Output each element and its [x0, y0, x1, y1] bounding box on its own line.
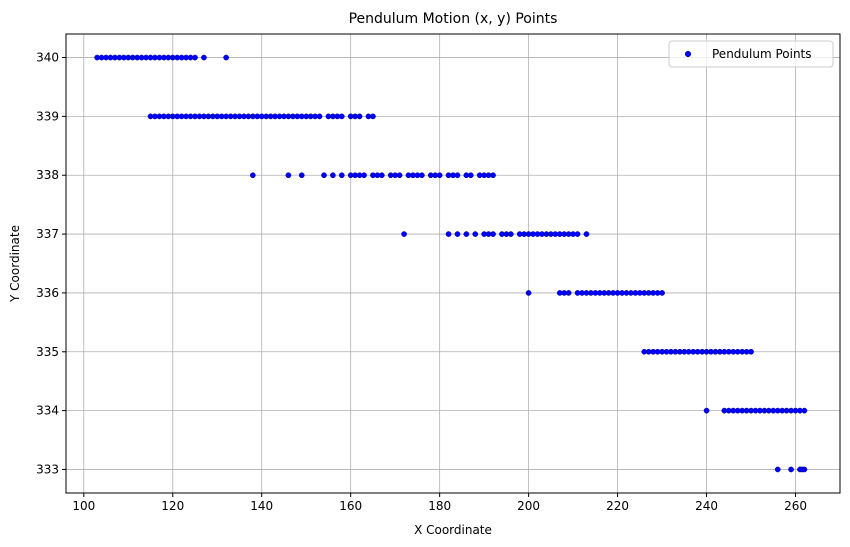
- data-point: [490, 231, 496, 237]
- legend-box: [668, 40, 834, 68]
- data-point: [703, 407, 710, 414]
- data-point: [338, 113, 345, 120]
- data-point: [361, 172, 367, 179]
- data-point: [583, 231, 590, 237]
- y-axis-label: Y Coordinate: [8, 225, 22, 303]
- data-point: [748, 348, 754, 355]
- data-point: [316, 113, 323, 120]
- data-point: [490, 172, 496, 179]
- data-point: [356, 113, 363, 120]
- data-point: [396, 172, 403, 179]
- legend-entry: Pendulum Points: [712, 47, 812, 61]
- plot-area: [66, 34, 840, 493]
- x-tick-label: 220: [606, 499, 629, 513]
- data-point: [436, 172, 443, 179]
- data-point: [507, 231, 514, 237]
- data-point: [419, 172, 425, 179]
- data-point: [330, 172, 336, 179]
- data-point: [223, 54, 229, 61]
- data-point: [401, 231, 407, 237]
- x-axis-label: X Coordinate: [414, 523, 492, 537]
- x-tick-label: 120: [161, 499, 184, 513]
- data-point: [788, 466, 794, 473]
- data-point: [285, 172, 292, 179]
- data-points: [94, 54, 808, 473]
- data-point: [472, 231, 479, 237]
- grid-lines: [66, 34, 840, 493]
- x-tick-label: 140: [250, 499, 273, 513]
- data-point: [338, 172, 345, 179]
- y-axis-ticks: 333 334 335 336 337 338 339 340: [36, 51, 66, 476]
- data-point: [774, 466, 781, 473]
- data-point: [370, 113, 376, 120]
- data-point: [574, 231, 581, 237]
- y-tick-label: 333: [36, 462, 59, 476]
- data-point: [378, 172, 385, 179]
- data-point: [454, 231, 461, 237]
- data-point: [801, 466, 808, 473]
- data-point: [445, 231, 452, 237]
- plot-border: [65, 33, 841, 494]
- x-tick-label: 240: [695, 499, 718, 513]
- data-point: [467, 172, 474, 179]
- data-point: [463, 231, 470, 237]
- legend: Pendulum Points: [668, 40, 834, 68]
- chart-title: Pendulum Motion (x, y) Points: [349, 11, 558, 27]
- data-point: [659, 290, 665, 296]
- x-tick-label: 100: [72, 499, 95, 513]
- data-point: [298, 172, 305, 179]
- data-point: [249, 172, 256, 179]
- legend-marker: [684, 50, 692, 58]
- data-point: [321, 172, 327, 179]
- x-tick-label: 180: [428, 499, 451, 513]
- data-point: [565, 290, 572, 296]
- y-tick-label: 340: [36, 51, 59, 65]
- y-tick-label: 336: [36, 286, 59, 300]
- data-point: [201, 54, 207, 61]
- x-tick-label: 200: [517, 499, 540, 513]
- x-axis-ticks: 100 120 140 160 180 200 220 240 260: [72, 493, 807, 513]
- data-point: [801, 407, 808, 414]
- y-tick-label: 334: [36, 404, 59, 418]
- x-tick-label: 260: [784, 499, 807, 513]
- data-point: [192, 54, 198, 61]
- y-tick-label: 335: [36, 345, 59, 359]
- x-tick-label: 160: [339, 499, 362, 513]
- data-point: [454, 172, 461, 179]
- data-point: [525, 290, 532, 296]
- y-tick-label: 339: [36, 109, 59, 123]
- y-tick-label: 337: [36, 227, 59, 241]
- y-tick-label: 338: [36, 168, 59, 182]
